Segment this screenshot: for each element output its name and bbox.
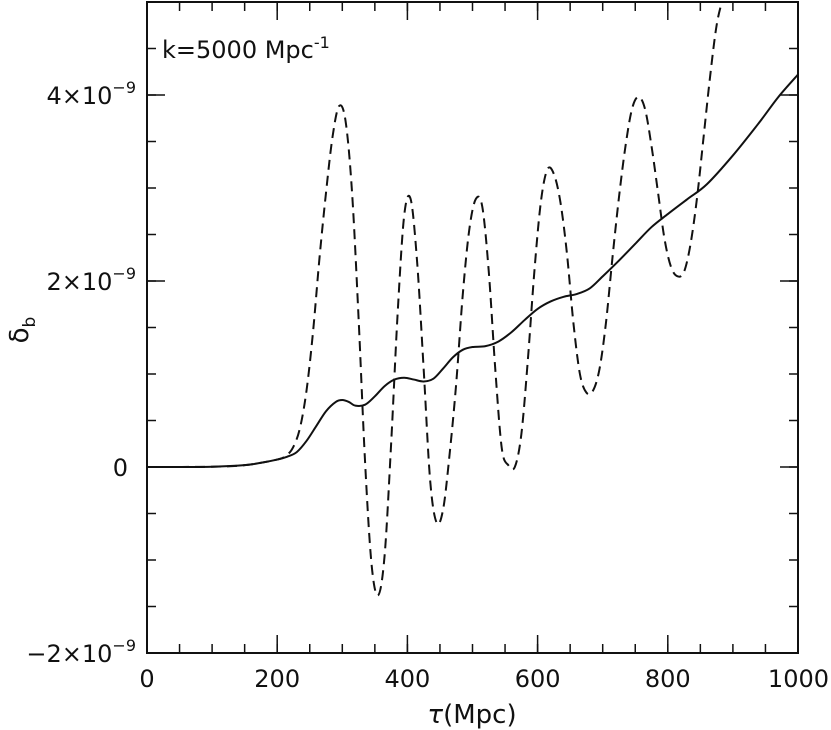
- x-tick-label: 0: [139, 665, 154, 693]
- x-axis-unit: (Mpc): [443, 700, 517, 730]
- annotation-text: k=5000 Mpc: [162, 36, 314, 64]
- solid-series-line: [147, 73, 798, 469]
- y-tick-label: 2×10−9: [46, 264, 136, 296]
- x-tick-label: 200: [254, 665, 300, 693]
- x-axis-symbol: τ: [427, 700, 443, 730]
- x-axis-title: τ(Mpc): [427, 700, 516, 730]
- y-axis-symbol: δ: [5, 327, 35, 343]
- x-tick-label: 600: [515, 665, 561, 693]
- annotation-label: k=5000 Mpc-1: [162, 33, 330, 64]
- y-axis-title: δb: [5, 317, 40, 344]
- axis-tick-labels: 0 200 400 600 800 1000−2×10−902×10−94×10−9: [26, 78, 829, 693]
- y-axis-subscript: b: [20, 317, 40, 328]
- y-tick-label: −2×10−9: [26, 636, 136, 668]
- axis-ticks: [146, 1, 799, 654]
- plot-frame: [146, 1, 799, 654]
- annotation-superscript: -1: [314, 33, 330, 52]
- dashed-series-line: [147, 2, 723, 597]
- y-tick-label: 0: [113, 454, 128, 482]
- series-group: [147, 2, 798, 597]
- x-tick-label: 1000: [768, 665, 829, 693]
- y-tick-label: 4×10−9: [46, 78, 136, 110]
- x-tick-label: 800: [645, 665, 691, 693]
- x-tick-label: 400: [384, 665, 430, 693]
